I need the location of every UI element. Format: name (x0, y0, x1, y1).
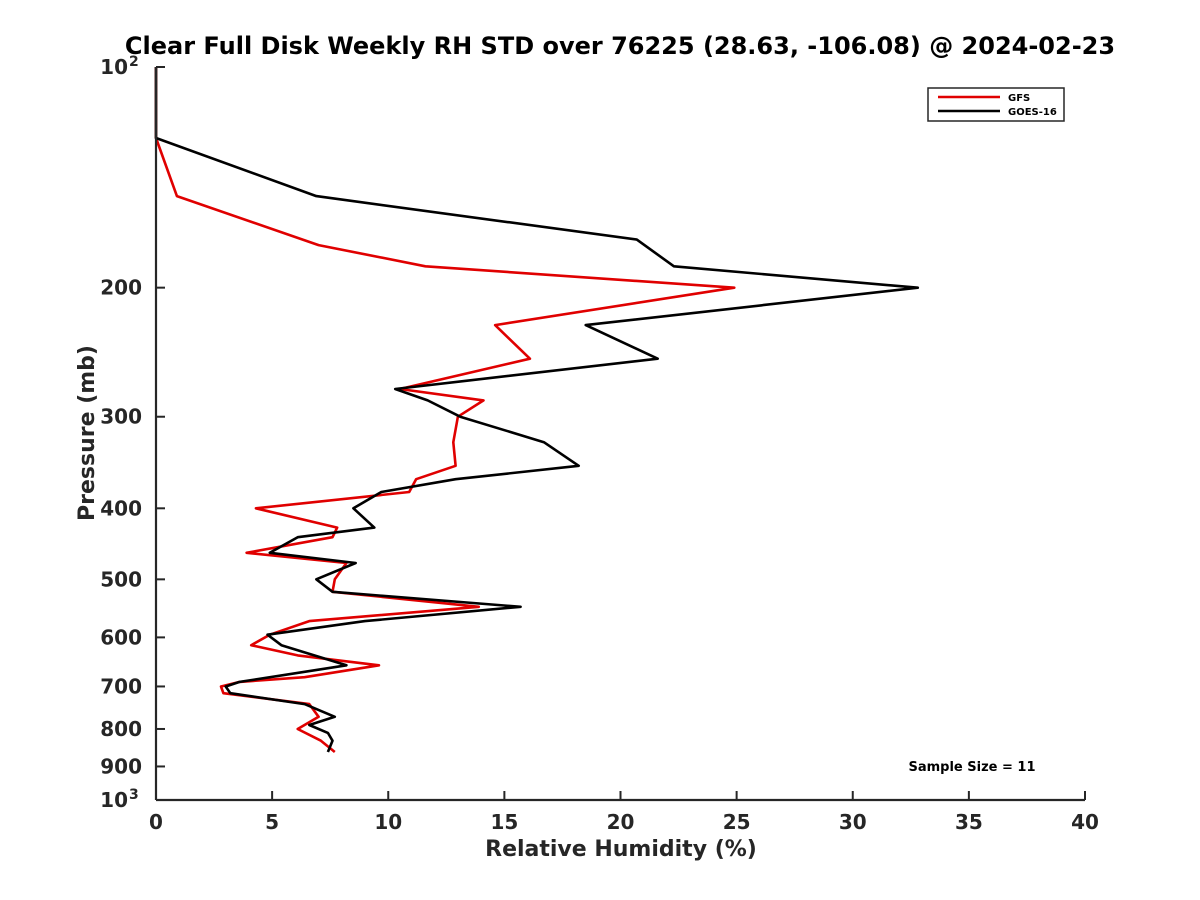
y-tick-label: 300 (100, 405, 142, 429)
y-tick-label: 600 (100, 625, 142, 649)
series-line-gfs (154, 67, 736, 754)
y-axis-label: Pressure (mb) (75, 345, 100, 521)
chart-title: Clear Full Disk Weekly RH STD over 76225… (125, 32, 1115, 60)
x-axis-label: Relative Humidity (%) (485, 837, 757, 862)
x-tick-label: 35 (955, 810, 983, 834)
x-tick-label: 20 (607, 810, 635, 834)
y-tick-label: 700 (100, 674, 142, 698)
y-tick-exponent: 2 (129, 54, 139, 70)
x-tick-label: 10 (374, 810, 402, 834)
x-tick-label: 30 (839, 810, 867, 834)
x-tick-label: 5 (265, 810, 279, 834)
sample-size-annotation: Sample Size = 11 (908, 760, 1035, 775)
y-tick-label: 400 (100, 496, 142, 520)
plot-area (154, 67, 920, 754)
y-tick-label: 10 (100, 55, 128, 79)
x-tick-label: 40 (1071, 810, 1099, 834)
legend: GFS GOES-16 (927, 87, 1065, 122)
x-tick-label: 15 (490, 810, 518, 834)
y-tick-label: 900 (100, 754, 142, 778)
y-tick-label: 800 (100, 717, 142, 741)
x-tick-label: 25 (723, 810, 751, 834)
y-tick-exponent: 3 (129, 787, 139, 803)
y-tick-label: 10 (100, 788, 128, 812)
series-line-goes-16 (154, 67, 920, 753)
y-tick-label: 200 (100, 276, 142, 300)
legend-box (927, 87, 1065, 122)
y-tick-label: 500 (100, 567, 142, 591)
legend-label-goes-16: GOES-16 (1008, 107, 1057, 118)
legend-label-gfs: GFS (1008, 93, 1030, 104)
x-tick-label: 0 (149, 810, 163, 834)
